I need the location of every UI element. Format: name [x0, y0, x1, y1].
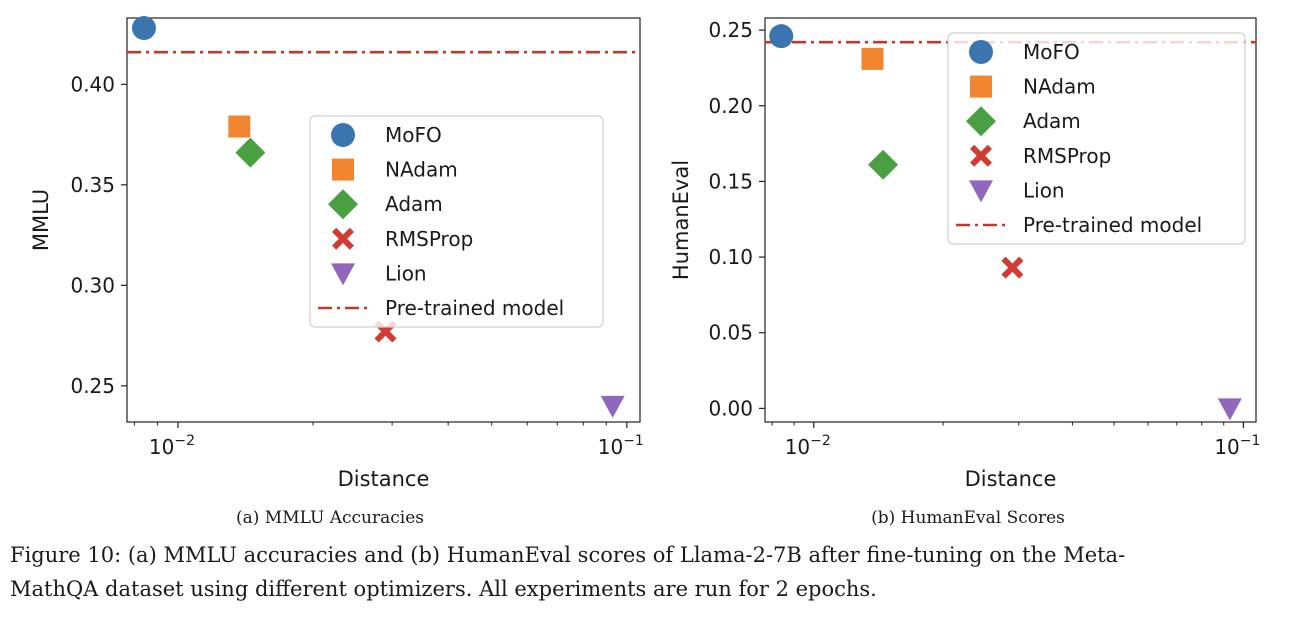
y-tick-label: 0.05 [708, 321, 753, 345]
y-tick-label: 0.35 [70, 173, 115, 197]
legend-marker-nadam [970, 75, 992, 98]
y-tick-label: 0.25 [70, 374, 115, 398]
legend-marker-mofo [331, 123, 355, 147]
x-tick-base: 10 [785, 435, 810, 459]
legend-label: Pre-trained model [385, 296, 564, 320]
y-axis-label: HumanEval [669, 160, 693, 280]
legend-label: RMSProp [1023, 144, 1111, 168]
legend-label: NAdam [1023, 75, 1096, 99]
legend-label: RMSProp [385, 227, 473, 251]
plot-frame [126, 17, 641, 423]
legend-marker-lion [969, 180, 993, 203]
legend-label: MoFO [1023, 40, 1080, 64]
figure-caption: Figure 10: (a) MMLU accuracies and (b) H… [10, 538, 1300, 606]
y-tick-label: 0.20 [708, 94, 753, 118]
data-point-adam [868, 149, 899, 180]
y-tick-label: 0.15 [708, 169, 753, 193]
x-tick-exponent: −2 [174, 433, 195, 449]
y-tick-label: 0.10 [708, 245, 753, 269]
y-tick-label: 0.40 [70, 72, 115, 96]
legend-label: MoFO [385, 123, 442, 147]
legend-marker-rmsprop [332, 227, 354, 250]
legend-marker-adam [328, 189, 358, 220]
data-point-mofo [769, 24, 794, 49]
x-tick-label: 10−2 [149, 433, 195, 459]
legend-marker-rmsprop [970, 144, 992, 167]
legend-label: Lion [385, 261, 427, 285]
y-tick-label: 0.25 [708, 18, 753, 42]
data-point-rmsprop [1001, 256, 1024, 279]
legend-label: NAdam [385, 158, 458, 182]
legend-label: Pre-trained model [1023, 213, 1202, 237]
legend-box [947, 32, 1246, 245]
x-tick-exponent: −1 [623, 433, 644, 449]
x-tick-base: 10 [1214, 435, 1239, 459]
legend-marker-adam [966, 106, 996, 137]
x-tick-label: 10−2 [785, 433, 831, 459]
subcaption: (a) MMLU Accuracies [236, 508, 424, 528]
data-point-lion [1217, 398, 1242, 421]
caption-line-2: MathQA dataset using different optimizer… [10, 577, 877, 601]
x-axis-label: Distance [965, 467, 1057, 491]
legend: MoFO NAdam Adam RMSProp Lion Pre-trained mode… [947, 32, 1246, 245]
y-tick-label: 0.30 [70, 273, 115, 297]
subcaption: (b) HumanEval Scores [871, 508, 1065, 528]
data-point-adam [235, 137, 266, 168]
x-tick-base: 10 [598, 435, 623, 459]
x-axis-label: Distance [338, 467, 430, 491]
legend-marker-lion [331, 263, 355, 286]
legend-marker-nadam [332, 158, 354, 181]
plot-frame [764, 17, 1257, 423]
x-tick-label: 10−1 [598, 433, 644, 459]
y-axis-label: MMLU [29, 189, 53, 251]
legend-label: Adam [1023, 109, 1081, 133]
y-tick-label: 0.00 [708, 396, 753, 420]
legend-label: Lion [1023, 178, 1065, 202]
legend: MoFO NAdam Adam RMSProp Lion Pre-trained mode… [309, 115, 604, 328]
x-tick-exponent: −2 [810, 433, 831, 449]
data-point-nadam [228, 115, 251, 138]
data-point-lion [600, 395, 625, 418]
data-point-mofo [131, 16, 156, 41]
x-tick-label: 10−1 [1214, 433, 1260, 459]
legend-label: Adam [385, 192, 443, 216]
x-tick-base: 10 [149, 435, 174, 459]
legend-box [309, 115, 604, 328]
x-tick-exponent: −1 [1240, 433, 1261, 449]
legend-marker-mofo [969, 40, 993, 64]
caption-line-1: Figure 10: (a) MMLU accuracies and (b) H… [10, 543, 1126, 567]
data-point-nadam [861, 47, 884, 70]
